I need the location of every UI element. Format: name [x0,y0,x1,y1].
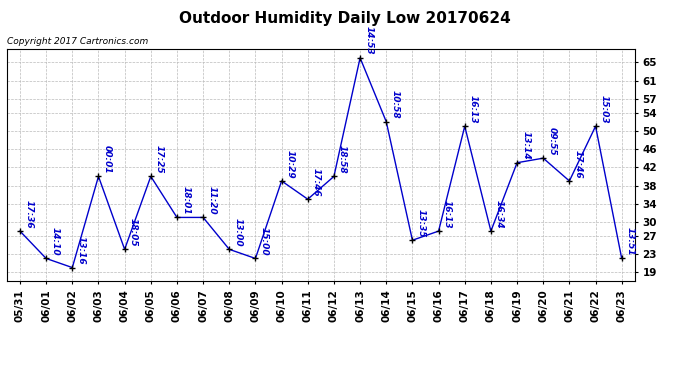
Text: Outdoor Humidity Daily Low 20170624: Outdoor Humidity Daily Low 20170624 [179,11,511,26]
Text: 15:03: 15:03 [600,95,609,123]
Text: 17:25: 17:25 [155,145,164,174]
Text: 00:01: 00:01 [103,145,112,174]
Text: 18:58: 18:58 [338,145,347,174]
Text: Copyright 2017 Cartronics.com: Copyright 2017 Cartronics.com [7,38,148,46]
Text: 13:35: 13:35 [417,209,426,237]
Text: 10:58: 10:58 [391,90,400,119]
Text: 18:05: 18:05 [129,218,138,246]
Text: 13:51: 13:51 [626,227,635,256]
Text: 13:00: 13:00 [233,218,242,246]
Text: 18:01: 18:01 [181,186,190,214]
Text: 11:20: 11:20 [207,186,216,214]
Text: 09:55: 09:55 [547,127,556,155]
Text: 16:13: 16:13 [443,200,452,228]
Text: Humidity  (%): Humidity (%) [593,28,663,38]
Text: 13:16: 13:16 [77,236,86,265]
Text: 17:36: 17:36 [24,200,33,228]
Text: 13:14: 13:14 [521,131,530,160]
Text: 17:46: 17:46 [312,168,321,196]
Text: 17:46: 17:46 [573,150,582,178]
Text: 14:10: 14:10 [50,227,59,256]
Text: 16:34: 16:34 [495,200,504,228]
Text: 10:29: 10:29 [286,150,295,178]
Text: 14:53: 14:53 [364,27,373,55]
Text: 15:00: 15:00 [259,227,268,256]
Text: 16:13: 16:13 [469,95,478,123]
